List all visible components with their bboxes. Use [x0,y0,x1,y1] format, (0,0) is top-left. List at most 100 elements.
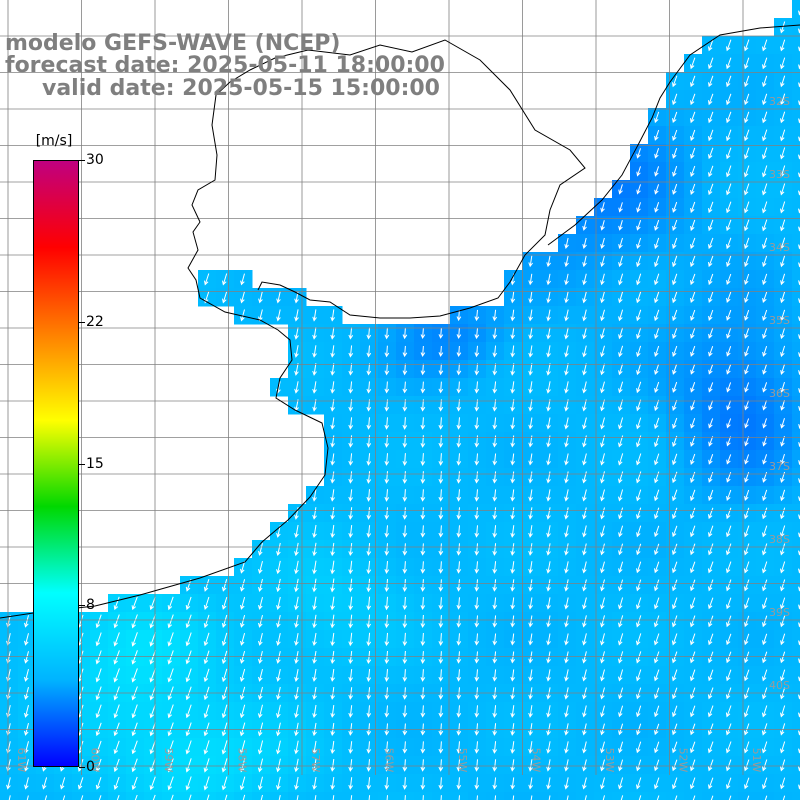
wind-arrow [582,417,587,430]
wind-arrow [654,741,660,754]
wind-arrow [708,615,714,628]
wind-arrow [726,93,732,106]
wind-arrow [618,777,624,790]
wind-arrow [690,364,696,375]
wind-arrow [546,453,551,466]
wind-arrow [725,561,732,574]
wind-arrow [654,237,660,250]
wind-arrow [780,651,786,664]
wind-arrow [708,525,714,538]
wind-arrow [654,148,660,159]
wind-arrow [690,543,696,556]
wind-arrow [726,418,732,429]
wind-speed-cell [576,792,595,800]
wind-arrow [420,525,426,538]
wind-arrow [690,291,696,304]
wind-arrow [276,776,281,791]
wind-arrow [600,417,605,430]
wind-arrow [510,327,516,340]
wind-arrow [456,741,462,754]
wind-arrow [672,561,678,574]
wind-speed-cell [684,792,703,800]
wind-arrow [474,453,480,466]
wind-arrow [239,776,246,791]
wind-arrow [366,417,372,430]
wind-arrow [276,632,281,646]
wind-arrow [618,705,624,718]
wind-arrow [366,741,372,754]
wind-arrow [582,489,587,502]
wind-arrow [564,597,569,610]
wind-arrow [384,741,390,754]
wind-arrow [456,651,462,664]
wind-arrow [221,668,228,683]
wind-arrow [582,471,587,484]
wind-arrow [402,363,408,376]
wind-arrow [600,309,605,322]
wind-arrow [366,669,372,682]
wind-arrow [708,237,714,250]
wind-arrow [726,327,732,339]
wind-arrow [474,507,480,520]
wind-arrow [690,219,696,232]
wind-arrow [221,596,228,610]
wind-arrow [762,651,768,664]
wind-arrow [494,795,497,800]
wind-arrow [456,669,462,682]
wind-arrow [654,166,660,177]
wind-speed-cell [0,792,19,800]
wind-arrow [546,597,551,610]
wind-arrow [528,525,533,538]
wind-arrow [113,758,120,773]
wind-arrow [618,453,624,466]
wind-arrow [582,345,587,358]
wind-arrow [690,579,696,592]
wind-arrow [312,524,317,539]
wind-arrow [510,759,515,772]
wind-arrow [330,381,335,394]
wind-speed-cell [774,792,793,800]
wind-arrow [672,255,678,268]
wind-arrow [600,363,605,376]
wind-arrow [636,381,642,394]
wind-arrow [113,632,120,647]
wind-arrow [744,57,750,70]
wind-arrow [780,327,786,340]
wind-arrow [743,183,750,196]
wind-arrow [203,650,210,665]
wind-arrow [582,741,587,754]
wind-arrow [294,327,299,340]
wind-arrow [600,525,605,538]
wind-speed-cell [792,756,800,775]
wind-arrow [185,632,192,647]
wind-arrow [546,669,551,682]
wind-arrow [24,615,29,628]
wind-arrow [149,758,156,773]
wind-arrow [330,578,335,593]
wind-arrow [77,758,84,772]
wind-speed-cell [792,90,800,109]
wind-arrow [780,381,785,393]
wind-arrow [689,633,696,646]
wind-arrow [384,543,390,556]
wind-arrow [384,363,390,376]
wind-arrow [402,777,408,790]
wind-arrow [420,417,426,430]
wind-arrow [762,561,768,574]
wind-arrow [636,489,642,502]
wind-arrow [726,454,732,465]
wind-arrow [312,363,317,376]
wind-arrow [239,650,246,664]
wind-arrow [366,489,372,502]
wind-arrow [330,453,335,466]
wind-arrow [744,777,750,790]
wind-arrow [762,597,768,610]
wind-arrow [708,57,714,70]
wind-arrow [167,704,174,719]
colorbar-tick-mark [79,463,85,465]
wind-arrow [725,759,732,772]
wind-arrow [77,777,84,790]
wind-speed-cell [792,558,800,577]
wind-arrow [438,345,444,358]
wind-arrow [24,741,29,754]
